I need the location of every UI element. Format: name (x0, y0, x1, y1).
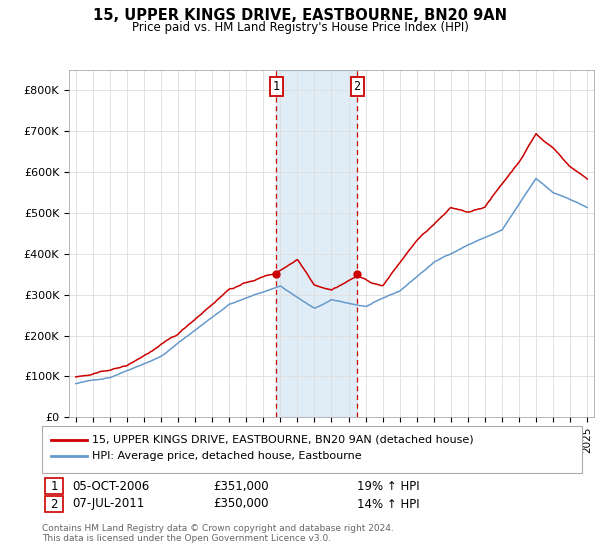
Text: 2: 2 (353, 81, 361, 94)
Text: £350,000: £350,000 (213, 497, 269, 511)
Text: 19% ↑ HPI: 19% ↑ HPI (357, 479, 419, 493)
Text: 15, UPPER KINGS DRIVE, EASTBOURNE, BN20 9AN (detached house): 15, UPPER KINGS DRIVE, EASTBOURNE, BN20 … (92, 435, 473, 445)
Text: 15, UPPER KINGS DRIVE, EASTBOURNE, BN20 9AN: 15, UPPER KINGS DRIVE, EASTBOURNE, BN20 … (93, 8, 507, 24)
Bar (276, 70, 357, 417)
Text: Price paid vs. HM Land Registry's House Price Index (HPI): Price paid vs. HM Land Registry's House … (131, 21, 469, 34)
Text: 07-JUL-2011: 07-JUL-2011 (72, 497, 144, 511)
Text: 05-OCT-2006: 05-OCT-2006 (72, 479, 149, 493)
Text: £351,000: £351,000 (213, 479, 269, 493)
Text: 1: 1 (272, 81, 280, 94)
Text: 2: 2 (50, 497, 58, 511)
Text: 14% ↑ HPI: 14% ↑ HPI (357, 497, 419, 511)
Text: Contains HM Land Registry data © Crown copyright and database right 2024.
This d: Contains HM Land Registry data © Crown c… (42, 524, 394, 543)
Text: HPI: Average price, detached house, Eastbourne: HPI: Average price, detached house, East… (92, 451, 361, 461)
Text: 1: 1 (50, 479, 58, 493)
